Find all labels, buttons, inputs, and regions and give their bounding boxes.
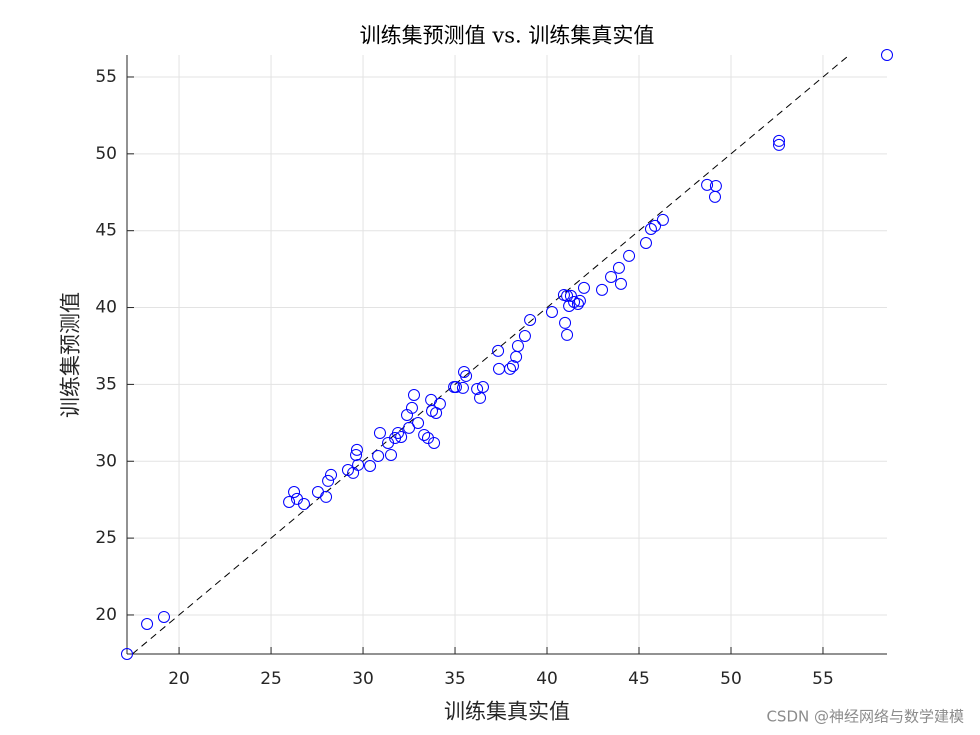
- point: [506, 359, 519, 372]
- point: [649, 219, 662, 232]
- point: [157, 610, 170, 623]
- point: [476, 381, 489, 394]
- x-tick-label: 40: [536, 669, 558, 689]
- chart-title: 训练集预测值 vs. 训练集真实值: [360, 24, 655, 48]
- point: [418, 428, 431, 441]
- point: [708, 190, 721, 203]
- point: [456, 381, 469, 394]
- point: [559, 316, 572, 329]
- point: [564, 289, 577, 302]
- point: [614, 277, 627, 290]
- point: [385, 448, 398, 461]
- point: [433, 397, 446, 410]
- point: [283, 495, 296, 508]
- point: [773, 138, 786, 151]
- point: [428, 436, 441, 449]
- x-tick-label: 20: [168, 669, 190, 689]
- watermark: CSDN @神经网络与数学建模: [766, 708, 964, 726]
- point: [623, 249, 636, 262]
- point: [656, 213, 669, 226]
- point: [881, 49, 893, 61]
- x-tick-label: 50: [720, 669, 742, 689]
- x-tick-label: 25: [260, 669, 282, 689]
- x-tick-label: 55: [812, 669, 834, 689]
- point: [773, 134, 786, 147]
- point: [364, 460, 377, 473]
- y-tick-label: 40: [95, 298, 117, 318]
- point: [571, 298, 584, 311]
- point: [577, 281, 590, 294]
- point: [510, 350, 523, 363]
- point: [350, 443, 363, 456]
- point: [352, 458, 365, 471]
- y-tick-label: 20: [95, 605, 117, 625]
- point: [311, 485, 324, 498]
- point: [573, 294, 586, 307]
- y-tick-label: 50: [95, 144, 117, 164]
- point: [561, 328, 574, 341]
- point: [408, 389, 421, 402]
- point: [121, 648, 133, 660]
- point: [141, 618, 154, 631]
- y-tick-label: 25: [95, 528, 117, 548]
- point: [391, 426, 404, 439]
- point: [504, 362, 517, 375]
- point: [297, 497, 310, 510]
- point: [288, 485, 301, 498]
- x-axis-label: 训练集真实值: [444, 700, 570, 724]
- point: [605, 270, 618, 283]
- point: [449, 381, 462, 394]
- point: [395, 430, 408, 443]
- point: [701, 178, 714, 191]
- point: [405, 401, 418, 414]
- point: [460, 369, 473, 382]
- point: [350, 448, 363, 461]
- point: [320, 490, 333, 503]
- point: [596, 283, 609, 296]
- point: [511, 339, 524, 352]
- point: [322, 474, 335, 487]
- reference-line: [132, 54, 850, 655]
- point: [644, 222, 657, 235]
- point: [492, 362, 505, 375]
- point: [325, 468, 338, 481]
- point: [474, 391, 487, 404]
- y-tick-label: 45: [95, 221, 117, 241]
- point: [412, 416, 425, 429]
- x-tick-label: 35: [444, 669, 466, 689]
- x-tick-label: 45: [628, 669, 650, 689]
- point: [545, 305, 558, 318]
- point: [372, 450, 385, 463]
- point: [612, 261, 625, 274]
- y-axis-label: 训练集预测值: [59, 292, 83, 418]
- y-tick-label: 55: [95, 67, 117, 87]
- x-tick-label: 30: [352, 669, 374, 689]
- point: [639, 236, 652, 249]
- y-tick-label: 35: [95, 374, 117, 394]
- point: [518, 329, 531, 342]
- point: [524, 313, 537, 326]
- point: [471, 383, 484, 396]
- point: [373, 426, 386, 439]
- point: [492, 344, 505, 357]
- point: [403, 421, 416, 434]
- point: [421, 432, 434, 445]
- y-tick-label: 30: [95, 451, 117, 471]
